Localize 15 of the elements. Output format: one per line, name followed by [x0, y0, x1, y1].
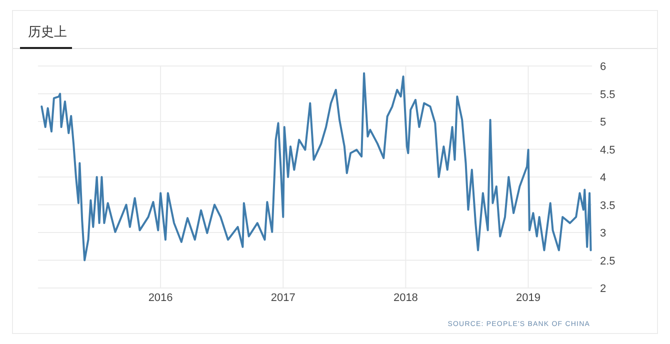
x-tick-label: 2016 — [148, 292, 173, 304]
y-tick-label: 5 — [600, 116, 606, 128]
y-tick-label: 4 — [600, 172, 606, 184]
y-tick-label: 3.5 — [600, 200, 616, 212]
chart-title: 历史上 — [28, 24, 67, 39]
y-tick-label: 2 — [600, 283, 606, 295]
y-tick-label: 3 — [600, 228, 606, 240]
y-tick-label: 6 — [600, 61, 606, 73]
y-tick-label: 5.5 — [600, 88, 616, 101]
y-tick-label: 4.5 — [600, 144, 616, 156]
x-tick-label: 2017 — [270, 292, 296, 304]
x-tick-label: 2018 — [393, 292, 418, 304]
y-tick-label: 2.5 — [600, 255, 616, 268]
line-series — [40, 72, 592, 262]
x-tick-label: 2019 — [516, 292, 541, 304]
